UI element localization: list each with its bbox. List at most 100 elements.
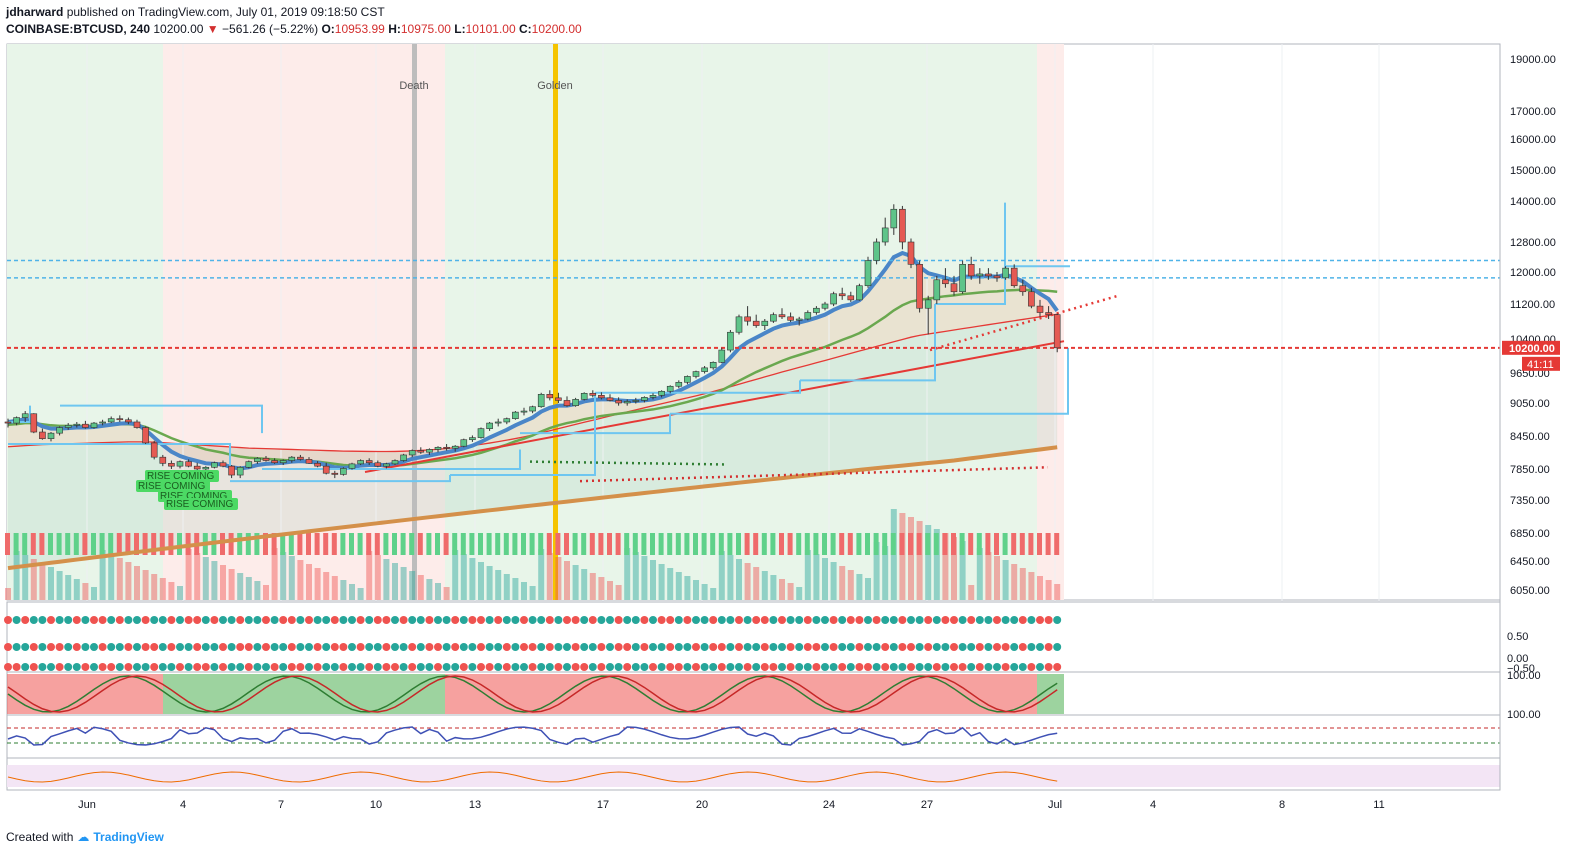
author-name[interactable]: jdharward <box>6 5 64 19</box>
signal-bar <box>942 533 948 555</box>
signal-bar <box>744 533 750 555</box>
candle-body <box>787 316 794 321</box>
signal-dot <box>81 616 90 624</box>
rise-coming-tag <box>164 498 238 510</box>
candle-body <box>701 367 708 372</box>
signal-dot <box>1018 643 1027 651</box>
signal-dot <box>485 616 494 624</box>
signal-dot <box>580 663 589 671</box>
candle-body <box>47 432 55 439</box>
signal-dot <box>795 663 804 671</box>
rise-coming-label: RISE COMING <box>166 499 233 510</box>
candle-body <box>606 397 614 401</box>
signal-dot <box>90 663 98 671</box>
signal-dot <box>950 663 958 671</box>
signal-dot <box>72 616 81 624</box>
channel-lower-2 <box>230 475 451 483</box>
signal-dot <box>98 643 107 651</box>
volume-bar <box>30 559 37 600</box>
volume-bar <box>916 521 923 600</box>
signal-dot <box>459 616 468 624</box>
signal-dot <box>657 616 666 624</box>
axes: 19000.00 17000.00 16000.00 15000.00 14000.00… <box>7 44 1560 811</box>
volume-bar <box>632 552 639 600</box>
signal-dot <box>279 663 288 671</box>
signal-dot <box>941 616 950 624</box>
signal-dot <box>253 643 262 651</box>
signal-dot <box>726 663 735 671</box>
tradingview-brand[interactable]: TradingView <box>93 830 164 844</box>
candle-body <box>529 406 536 412</box>
countdown-tag <box>1522 356 1560 371</box>
candle-body <box>950 283 958 293</box>
tradingview-logo-icon[interactable]: ☁ <box>77 830 90 844</box>
volume-bar <box>650 560 656 600</box>
signal-bar <box>650 533 655 555</box>
candle-body <box>262 457 270 461</box>
signal-bar <box>1002 533 1008 555</box>
signal-dot <box>967 663 976 671</box>
signal-dot <box>47 643 55 651</box>
signal-bar <box>779 533 784 555</box>
signal-dot <box>623 663 632 671</box>
signal-dot <box>98 663 107 671</box>
signal-dot <box>115 663 124 671</box>
close-value: 10200.00 <box>531 22 582 36</box>
candle-body <box>142 427 149 444</box>
volume-bar <box>1028 572 1035 600</box>
time-tick-label: 17 <box>597 799 609 811</box>
channel-upper-2 <box>262 449 521 470</box>
volume-bar <box>228 569 235 600</box>
volume-bar <box>495 570 502 600</box>
zone-0 <box>7 44 163 600</box>
signal-dot <box>55 663 64 671</box>
rsi-line <box>7 726 1058 746</box>
signal-dot <box>795 616 804 624</box>
candle-body <box>709 362 717 369</box>
time-tick-label: 13 <box>469 799 481 811</box>
price-change: −561.26 (−5.22%) <box>222 22 319 36</box>
candle-body <box>271 460 278 464</box>
signal-dot <box>305 643 313 651</box>
volume-bar <box>718 551 725 600</box>
volume-bar <box>503 574 510 600</box>
ribbon-upper <box>8 253 1058 469</box>
volume-bar <box>538 549 545 600</box>
signal-bar <box>374 533 380 555</box>
volume-bar <box>108 554 115 600</box>
signal-dot <box>683 663 692 671</box>
signal-dot <box>141 663 150 671</box>
symbol-label[interactable]: COINBASE:BTCUSD, 240 <box>6 22 151 36</box>
candle-body <box>374 462 382 467</box>
signal-dot <box>451 663 460 671</box>
candle-body <box>1036 305 1044 313</box>
signal-dot <box>907 663 915 671</box>
horizontal-levels[interactable] <box>7 259 1500 349</box>
signal-bar <box>271 533 277 555</box>
volume-bar <box>779 579 785 600</box>
price-tick-label: 6050.00 <box>1510 585 1550 597</box>
signal-dot <box>502 663 511 671</box>
signal-dot <box>356 616 365 624</box>
signal-dot <box>520 643 528 651</box>
signal-dot <box>571 643 580 651</box>
signal-bar <box>400 533 406 555</box>
volume-bar <box>469 558 476 600</box>
signal-dot <box>786 663 795 671</box>
signal-bar <box>710 533 716 555</box>
channel-upper-5 <box>800 304 936 382</box>
candle-body <box>778 314 786 318</box>
candle-body <box>761 320 769 326</box>
candle-body <box>555 397 562 401</box>
signal-dot <box>683 616 692 624</box>
volume-bar <box>736 559 742 600</box>
signal-bar <box>882 533 888 555</box>
candle-body <box>623 401 631 404</box>
signal-dot <box>296 663 305 671</box>
signal-bar <box>159 533 165 555</box>
candle-body <box>1053 314 1061 349</box>
candle-body <box>193 465 201 470</box>
candle-body <box>30 413 38 433</box>
price-tick-label: 9050.00 <box>1510 398 1550 410</box>
